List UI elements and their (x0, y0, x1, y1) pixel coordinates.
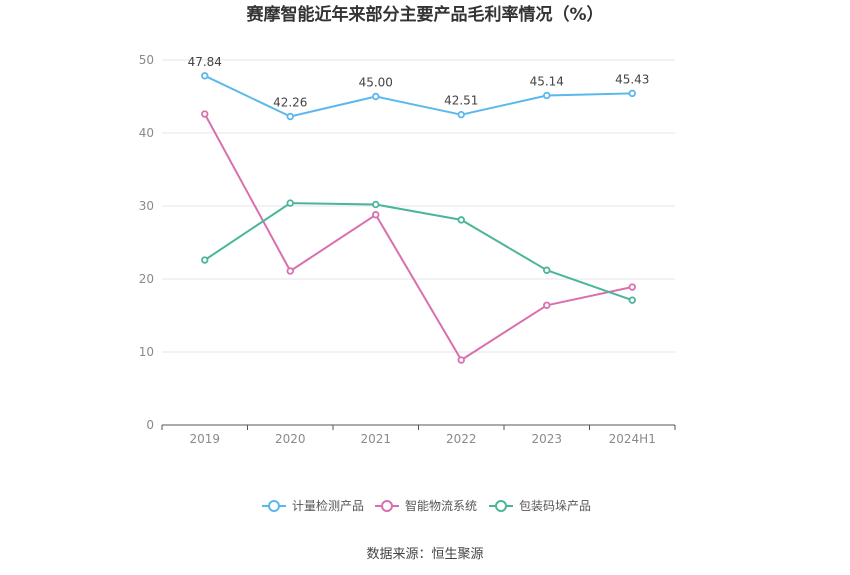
data-point (286, 199, 294, 207)
legend: 计量检测产品 智能物流系统 包装码垛产品 (262, 498, 591, 513)
data-point (372, 92, 380, 101)
data-point (457, 356, 465, 364)
legend-label: 智能物流系统 (405, 498, 477, 513)
series-layer: 47.84 42.26 45.00 42.51 45.14 45.43 (188, 55, 649, 364)
series-line (203, 113, 633, 361)
series-2 (201, 110, 636, 364)
source-note: 数据来源：恒生聚源 (366, 547, 483, 562)
x-tick-label: 2020 (275, 432, 306, 446)
data-point (372, 211, 380, 219)
data-label: 45.43 (615, 72, 649, 86)
chart-title: 赛摩智能近年来部分主要产品毛利率情况（%） (245, 4, 603, 25)
y-tick-label: 50 (139, 53, 154, 67)
x-tick-label: 2024H1 (609, 432, 656, 446)
legend-item: 计量检测产品 (262, 498, 364, 513)
series-3 (201, 199, 636, 304)
data-point (201, 110, 209, 118)
axes: 0 10 20 30 40 50 2019 2020 2021 2022 2023 2024H1 (139, 53, 676, 446)
data-point (628, 283, 636, 291)
data-point (201, 72, 209, 80)
data-point (457, 110, 465, 119)
data-point (372, 200, 380, 209)
data-label: 42.26 (273, 96, 307, 110)
data-point (628, 89, 636, 98)
data-point (457, 216, 465, 224)
y-tick-label: 30 (139, 199, 154, 213)
x-tick-label: 2022 (446, 432, 477, 446)
y-tick-label: 20 (139, 272, 154, 286)
legend-label: 包装码垛产品 (519, 498, 591, 513)
data-point (201, 256, 209, 264)
data-point (628, 296, 636, 304)
series-1: 47.84 42.26 45.00 42.51 45.14 45.43 (188, 55, 649, 121)
data-point (543, 266, 551, 274)
legend-item: 包装码垛产品 (489, 498, 591, 513)
y-tick-label: 0 (146, 418, 154, 432)
x-tick-label: 2019 (189, 432, 220, 446)
data-label: 42.51 (444, 94, 478, 108)
y-tick-label: 10 (139, 345, 154, 359)
legend-marker-icon (381, 500, 393, 512)
series-line (204, 74, 633, 118)
x-tick-label: 2021 (360, 432, 391, 446)
data-label: 45.14 (530, 74, 564, 88)
legend-marker-icon (268, 500, 280, 512)
data-label: 47.84 (188, 55, 222, 69)
y-tick-label: 40 (139, 126, 154, 140)
data-point (543, 301, 551, 309)
legend-item: 智能物流系统 (375, 498, 477, 513)
grid (162, 59, 675, 353)
legend-label: 计量检测产品 (292, 498, 364, 513)
data-point (543, 91, 551, 100)
x-tick-label: 2023 (531, 432, 562, 446)
data-point (286, 112, 294, 121)
series-line (204, 202, 633, 302)
legend-marker-icon (495, 500, 507, 512)
data-label: 45.00 (359, 76, 393, 90)
data-point (286, 267, 294, 275)
